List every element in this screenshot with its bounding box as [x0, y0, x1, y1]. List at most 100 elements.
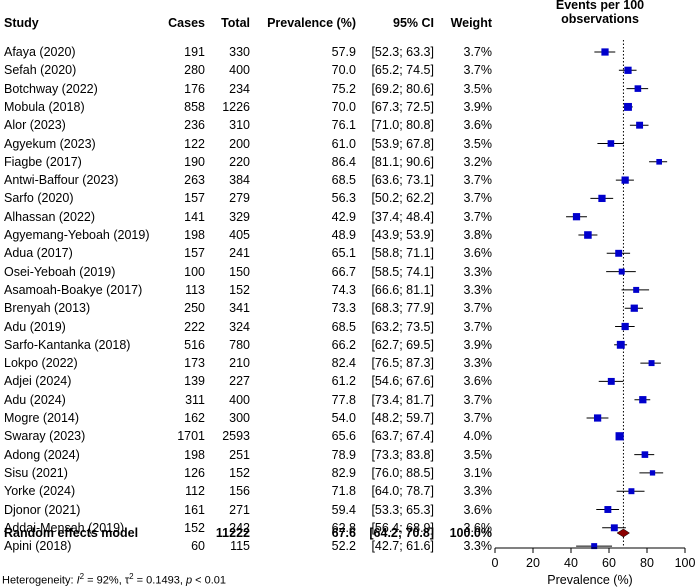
study-marker	[615, 432, 624, 441]
study-marker	[656, 158, 662, 165]
cell-ci: [50.2; 62.2]	[371, 191, 434, 206]
cell-cases: 126	[184, 465, 205, 480]
cell-weight: 3.7%	[463, 392, 493, 407]
study-marker	[607, 140, 615, 147]
cell-prevLabel: 61.2	[331, 374, 356, 389]
cell-total: 156	[229, 484, 250, 499]
x-tick-label: 100	[675, 556, 696, 570]
cell-study: Antwi-Baffour (2023)	[4, 173, 119, 188]
cell-study: Fiagbe (2017)	[4, 154, 82, 169]
study-marker	[621, 322, 629, 331]
study-marker	[628, 488, 635, 495]
cell-study: Lokpo (2022)	[4, 356, 78, 371]
cell-total: 271	[229, 502, 250, 517]
cell-prevLabel: 70.0	[331, 63, 356, 78]
cell-cases: 263	[184, 173, 205, 188]
cell-ci: [76.0; 88.5]	[371, 465, 434, 480]
cell-prevLabel: 59.4	[331, 502, 356, 517]
cell-total: 11222	[215, 526, 250, 540]
x-tick-label: 60	[602, 556, 616, 570]
cell-weight: 3.6%	[463, 246, 493, 261]
cell-cases: 236	[184, 118, 205, 133]
study-marker	[648, 360, 655, 367]
cell-cases: 157	[184, 191, 205, 206]
heterogeneity-p: < 0.01	[195, 574, 227, 587]
cell-weight: 3.3%	[463, 356, 493, 371]
cell-ci: [76.5; 87.3]	[371, 356, 434, 371]
cell-prevLabel: 62.8	[331, 520, 356, 535]
cell-cases: 100	[184, 264, 205, 279]
cell-study: Swaray (2023)	[4, 429, 86, 444]
cell-weight: 3.1%	[463, 465, 493, 480]
cell-total: 780	[229, 337, 250, 352]
cell-total: 220	[229, 154, 250, 169]
cell-total: 300	[229, 411, 250, 425]
cell-total: 324	[229, 319, 250, 334]
cell-study: Sisu (2021)	[4, 465, 68, 480]
cell-weight: 3.3%	[463, 484, 493, 499]
x-tick-label: 80	[640, 556, 654, 570]
summary-diamond	[616, 528, 630, 538]
cell-prevLabel: 56.3	[331, 191, 356, 206]
cell-prevLabel: 54.0	[331, 411, 356, 425]
study-marker	[641, 451, 649, 458]
cell-prevLabel: 74.3	[331, 282, 356, 297]
header-ci: 95% CI	[393, 16, 434, 30]
cell-total: 227	[229, 374, 250, 389]
cell-weight: 3.2%	[463, 154, 493, 169]
cell-study: Adu (2019)	[4, 319, 66, 334]
cell-total: 310	[229, 118, 250, 133]
cell-ci: [71.0; 80.8]	[371, 118, 434, 133]
cell-study: Sarfo-Kantanka (2018)	[4, 337, 131, 352]
study-marker	[649, 470, 656, 476]
cell-prevLabel: 71.8	[331, 484, 356, 499]
header-total: Total	[221, 16, 250, 30]
cell-cases: 1701	[177, 429, 205, 444]
cell-study: Mogre (2014)	[4, 411, 80, 425]
cell-study: Djonor (2021)	[4, 502, 81, 517]
cell-prevLabel: 77.8	[331, 392, 356, 407]
cell-prevLabel: 65.1	[331, 246, 356, 261]
study-marker	[615, 249, 623, 257]
cell-weight: 3.7%	[463, 173, 493, 188]
cell-prevLabel: 52.2	[331, 539, 356, 554]
cell-ci: [62.7; 69.5]	[371, 337, 434, 352]
cell-ci: [73.4; 81.7]	[371, 392, 434, 407]
study-marker	[633, 286, 640, 293]
study-marker	[624, 102, 632, 111]
cell-ci: [43.9; 53.9]	[371, 228, 434, 242]
cell-ci: [66.6; 81.1]	[371, 282, 434, 297]
cell-weight: 3.6%	[463, 118, 493, 133]
cell-cases: 141	[184, 209, 205, 224]
cell-total: 242	[229, 520, 250, 535]
cell-weight: 3.5%	[463, 447, 493, 462]
cell-study: Apini (2018)	[4, 539, 72, 554]
cell-study: Adu (2024)	[4, 392, 66, 407]
study-marker	[616, 340, 625, 349]
cell-weight: 3.3%	[463, 539, 493, 554]
cell-study: Sefah (2020)	[4, 63, 77, 78]
cell-total: 405	[229, 228, 250, 242]
cell-cases: 157	[184, 246, 205, 261]
cell-ci: [53.9; 67.8]	[371, 136, 434, 151]
cell-study: Alor (2023)	[4, 118, 66, 133]
cell-cases: 198	[184, 447, 205, 462]
cell-weight: 3.5%	[463, 136, 493, 151]
study-marker	[618, 268, 625, 275]
cell-cases: 516	[184, 337, 205, 352]
cell-cases: 311	[185, 392, 205, 407]
cell-ci: [42.7; 61.6]	[371, 539, 434, 554]
study-marker	[604, 506, 612, 513]
study-marker	[624, 66, 632, 74]
cell-cases: 198	[184, 228, 205, 242]
header-study: Study	[4, 16, 39, 30]
cell-study: Mobula (2018)	[4, 99, 85, 114]
cell-ci: [69.2; 80.6]	[371, 81, 434, 96]
cell-prevLabel: 68.5	[331, 319, 356, 334]
cell-ci: [54.6; 67.6]	[371, 374, 434, 389]
cell-ci: [63.6; 73.1]	[371, 173, 434, 188]
cell-study: Afaya (2020)	[4, 45, 76, 59]
cell-cases: 280	[184, 63, 205, 78]
study-marker	[634, 85, 642, 92]
